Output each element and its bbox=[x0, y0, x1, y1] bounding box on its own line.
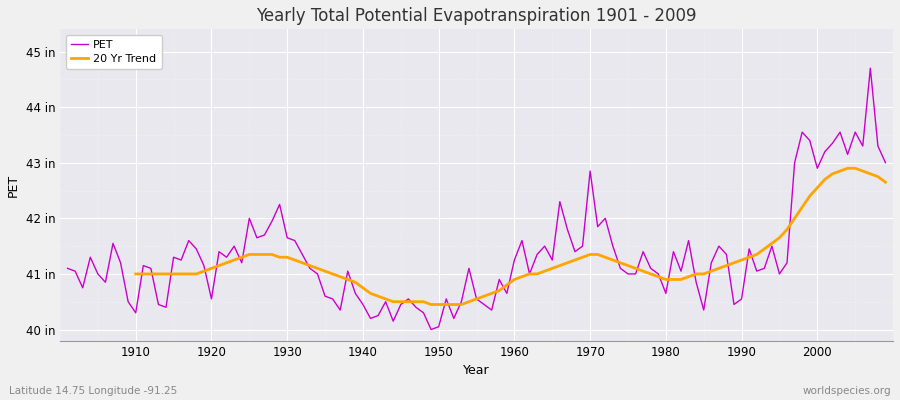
Line: 20 Yr Trend: 20 Yr Trend bbox=[136, 168, 886, 304]
20 Yr Trend bbox=[880, 180, 891, 184]
PET bbox=[608, 244, 618, 248]
PET bbox=[865, 66, 876, 70]
20 Yr Trend bbox=[501, 283, 512, 288]
Legend: PET, 20 Yr Trend: PET, 20 Yr Trend bbox=[66, 35, 162, 69]
PET bbox=[62, 266, 73, 271]
PET bbox=[122, 299, 133, 304]
20 Yr Trend bbox=[290, 258, 301, 262]
Text: worldspecies.org: worldspecies.org bbox=[803, 386, 891, 396]
X-axis label: Year: Year bbox=[464, 364, 490, 377]
20 Yr Trend bbox=[335, 274, 346, 279]
PET bbox=[290, 238, 301, 243]
PET bbox=[880, 160, 891, 165]
PET bbox=[426, 327, 436, 332]
Y-axis label: PET: PET bbox=[7, 173, 20, 196]
PET bbox=[509, 258, 520, 262]
PET bbox=[335, 308, 346, 312]
Text: Latitude 14.75 Longitude -91.25: Latitude 14.75 Longitude -91.25 bbox=[9, 386, 177, 396]
20 Yr Trend bbox=[509, 277, 520, 282]
Title: Yearly Total Potential Evapotranspiration 1901 - 2009: Yearly Total Potential Evapotranspiratio… bbox=[256, 7, 697, 25]
Line: PET: PET bbox=[68, 68, 886, 330]
20 Yr Trend bbox=[600, 255, 611, 260]
PET bbox=[517, 238, 527, 243]
